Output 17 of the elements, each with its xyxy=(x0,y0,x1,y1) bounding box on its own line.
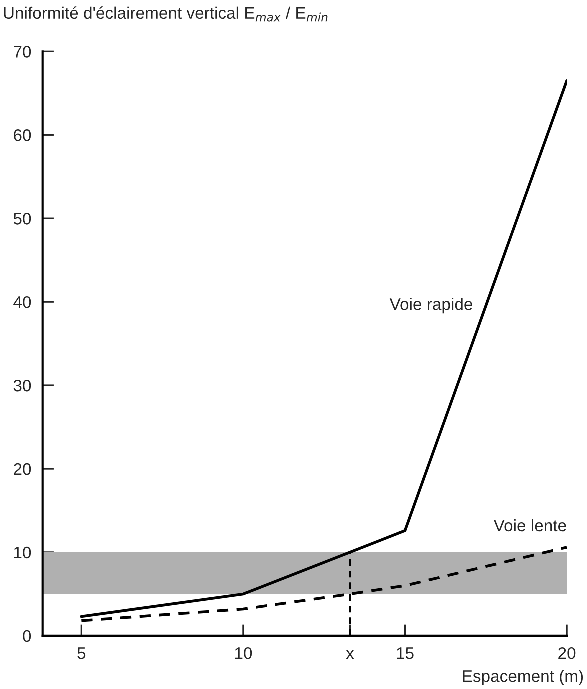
x-tick-label: x xyxy=(346,650,354,660)
y-tick-label: 0 xyxy=(23,630,32,642)
y-tick-label: 30 xyxy=(14,380,32,392)
y-tick-label: 60 xyxy=(14,130,32,142)
x-tick-label: 10 xyxy=(235,648,252,660)
y-tick-label: 40 xyxy=(14,296,32,308)
y-tick-label: 20 xyxy=(14,463,32,476)
x-axis-title: Espacement (m) xyxy=(463,670,584,686)
x-tick-label: 20 xyxy=(558,648,576,660)
y-tick-label: 50 xyxy=(14,213,32,225)
series-label: Voie rapide xyxy=(390,298,472,314)
x-tick-label: 5 xyxy=(78,648,86,660)
y-axis-title: Uniformité d'éclairement vertical E$_{max}$ / E$_{min}$ xyxy=(4,6,328,22)
x-tick-label: 15 xyxy=(397,648,414,660)
y-tick-label: 10 xyxy=(14,546,32,559)
series-label: Voie lente xyxy=(494,519,566,532)
y-tick-label: 70 xyxy=(14,46,32,58)
